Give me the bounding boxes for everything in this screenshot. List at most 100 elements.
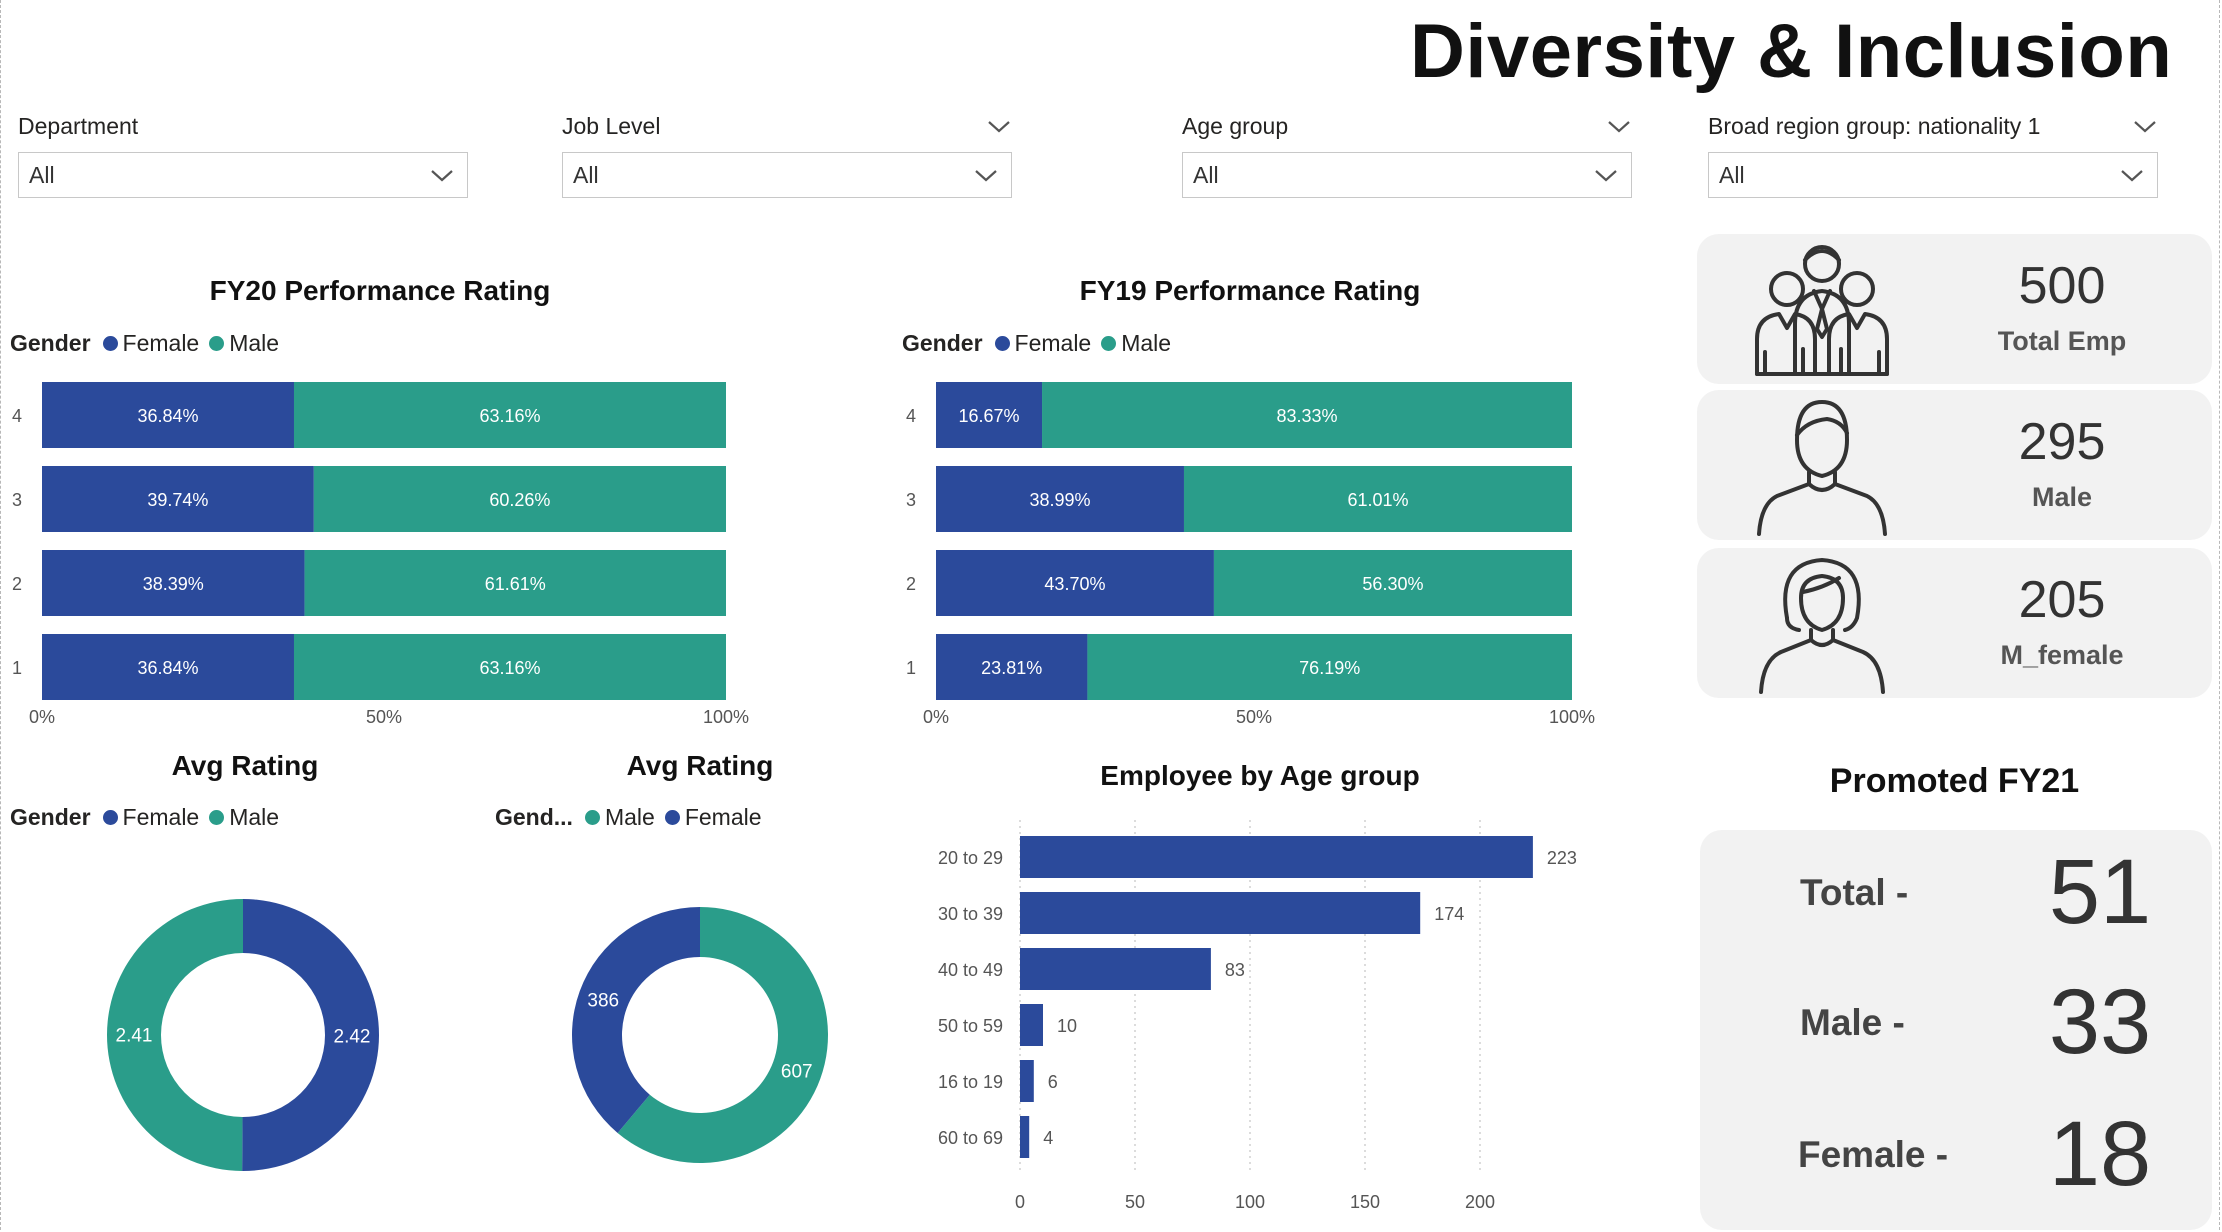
kpi-value: 205 — [2018, 571, 2106, 629]
data-label: 63.16% — [479, 658, 540, 678]
kpi-label: Total Emp — [1997, 326, 2127, 356]
axis-tick-label: 100% — [1549, 707, 1595, 727]
category-label: 3 — [12, 490, 22, 510]
fy20-performance-chart[interactable]: 4 36.84% 63.16% 3 39.74% 60.26% 2 38.39% 61.61% 1… — [0, 370, 780, 740]
chevron-down-icon[interactable] — [1606, 116, 1632, 136]
data-label: 10 — [1057, 1016, 1077, 1036]
category-label: 4 — [906, 406, 916, 426]
data-label: 2.42 — [334, 1026, 371, 1047]
region-dropdown-value: All — [1719, 161, 1745, 188]
region-slicer-label: Broad region group: nationality 1 — [1708, 113, 2041, 139]
bar-segment-male — [1087, 634, 1572, 700]
category-label: 20 to 29 — [938, 848, 1003, 868]
bar-segment-female — [936, 382, 1043, 448]
kpi-label: Male — [2031, 482, 2093, 512]
bar-segment-male — [1183, 466, 1572, 532]
region-dropdown[interactable]: All — [1708, 152, 2158, 198]
legend-item-male[interactable]: Male — [209, 804, 279, 831]
data-label: 36.84% — [137, 406, 198, 426]
legend-label: Female — [122, 804, 200, 830]
promoted-value: 51 — [2048, 841, 2152, 943]
job-level-dropdown-value: All — [573, 161, 599, 188]
promoted-value: 18 — [2048, 1103, 2152, 1205]
legend-title: Gend... — [495, 804, 573, 830]
category-label: 4 — [12, 406, 22, 426]
chevron-down-icon[interactable] — [986, 116, 1012, 136]
kpi-label: M_female — [2000, 640, 2124, 670]
bar — [1020, 1004, 1043, 1046]
promoted-card: Total - 51 Male - 33 Female - 18 — [1700, 830, 2212, 1230]
legend-label: Male — [229, 330, 280, 356]
age-group-slicer-label: Age group — [1182, 113, 1289, 139]
data-label: 83 — [1225, 960, 1245, 980]
legend-item-male[interactable]: Male — [1101, 330, 1171, 357]
data-label: 61.61% — [485, 574, 546, 594]
job-level-slicer[interactable]: Job Level All — [562, 110, 1012, 198]
kpi-card-total-emp: 500 Total Emp — [1697, 234, 2212, 384]
legend-item-female[interactable]: Female — [102, 804, 200, 831]
female-person-icon — [1759, 558, 1885, 694]
legend-item-female[interactable]: Female — [102, 330, 199, 357]
category-label: 60 to 69 — [938, 1128, 1003, 1148]
age-chart-title: Employee by Age group — [1100, 760, 1420, 791]
data-label: 16.67% — [958, 406, 1019, 426]
data-label: 174 — [1434, 904, 1464, 924]
age-group-slicer[interactable]: Age group All — [1182, 110, 1632, 198]
legend-title: Gender — [902, 330, 983, 356]
fy19-performance-chart[interactable]: 4 16.67% 83.33% 3 38.99% 61.01% 2 43.70% 56.30% 1… — [890, 370, 1630, 740]
legend-title: Gender — [10, 804, 91, 830]
legend-item-male[interactable]: Male — [584, 804, 655, 831]
page-title: Diversity & Inclusion — [1410, 9, 2173, 94]
legend-item-male[interactable]: Male — [209, 330, 279, 357]
data-label: 61.01% — [1347, 490, 1408, 510]
category-label: 1 — [906, 658, 916, 678]
promoted-row-total: Total - 51 — [1700, 840, 2212, 960]
category-label: 40 to 49 — [938, 960, 1003, 980]
chevron-down-icon — [2121, 170, 2143, 182]
data-label: 38.99% — [1029, 490, 1090, 510]
bar — [1020, 892, 1421, 934]
legend-label: Male — [604, 804, 655, 830]
promoted-label: Total - — [1800, 872, 1909, 913]
axis-tick-label: 100% — [703, 707, 749, 727]
category-label: 2 — [12, 574, 22, 594]
data-label: 4 — [1043, 1128, 1053, 1148]
avg-rating-donut-chart[interactable]: 2.42 2.41 — [90, 885, 400, 1185]
category-label: 16 to 19 — [938, 1072, 1003, 1092]
axis-tick-label: 0% — [923, 707, 949, 727]
chevron-down-icon[interactable] — [2132, 116, 2158, 136]
bar-segment-female — [42, 382, 294, 448]
fy20-chart-title: FY20 Performance Rating — [209, 275, 551, 306]
department-dropdown[interactable]: All — [18, 152, 468, 198]
age-group-dropdown[interactable]: All — [1182, 152, 1632, 198]
bar-segment-female — [42, 550, 305, 616]
data-label: 6 — [1048, 1072, 1058, 1092]
bar — [1020, 1060, 1034, 1102]
legend-item-female[interactable]: Female — [664, 804, 762, 831]
data-label: 83.33% — [1276, 406, 1337, 426]
data-label: 23.81% — [981, 658, 1042, 678]
donut-slice-female — [242, 899, 380, 1171]
avg-rating-title: Avg Rating — [171, 750, 319, 781]
legend-item-female[interactable]: Female — [994, 330, 1092, 357]
category-label: 1 — [12, 658, 22, 678]
category-label: 3 — [906, 490, 916, 510]
axis-tick-label: 100 — [1235, 1192, 1265, 1212]
category-label: 2 — [906, 574, 916, 594]
chevron-down-icon — [1595, 170, 1617, 182]
legend-label: Female — [1014, 330, 1092, 356]
promoted-label: Female - — [1798, 1134, 1949, 1175]
employee-by-age-chart[interactable]: 0 50 100 150 200 20 to 29 223 30 to 39 174 40 to … — [900, 810, 1620, 1230]
chevron-down-icon — [975, 170, 997, 182]
bar — [1020, 948, 1211, 990]
axis-tick-label: 0 — [1015, 1192, 1025, 1212]
fy20-legend: Gender Female Male — [10, 330, 289, 357]
avg-rating-2-donut-chart[interactable]: 607 386 — [550, 890, 850, 1180]
department-slicer[interactable]: Department All — [18, 110, 468, 198]
bar-segment-male — [1213, 550, 1572, 616]
promoted-row-female: Female - 18 — [1700, 1102, 2212, 1222]
region-slicer[interactable]: Broad region group: nationality 1 All — [1708, 110, 2158, 198]
donut-slice-female — [572, 907, 700, 1133]
age-group-dropdown-value: All — [1193, 161, 1219, 188]
job-level-dropdown[interactable]: All — [562, 152, 1012, 198]
